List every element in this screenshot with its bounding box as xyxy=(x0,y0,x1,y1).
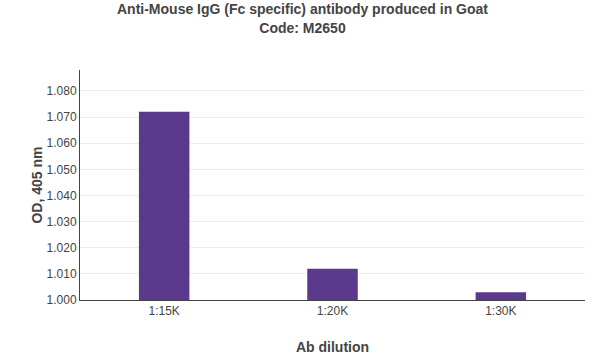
svg-text:1.030: 1.030 xyxy=(47,215,77,229)
svg-text:1.020: 1.020 xyxy=(47,241,77,255)
svg-text:1.040: 1.040 xyxy=(47,189,77,203)
svg-text:1:30K: 1:30K xyxy=(485,304,516,318)
svg-text:1:20K: 1:20K xyxy=(317,304,348,318)
svg-text:Anti-Mouse IgG (Fc specific) a: Anti-Mouse IgG (Fc specific) antibody pr… xyxy=(117,1,488,35)
svg-text:1.010: 1.010 xyxy=(47,267,77,281)
svg-text:1.070: 1.070 xyxy=(47,110,77,124)
svg-text:1.060: 1.060 xyxy=(47,136,77,150)
svg-text:OD, 405 nm: OD, 405 nm xyxy=(29,146,45,223)
svg-text:Ab dilution: Ab dilution xyxy=(296,339,369,355)
svg-text:1.050: 1.050 xyxy=(47,163,77,177)
svg-text:1.080: 1.080 xyxy=(47,84,77,98)
svg-text:1.000: 1.000 xyxy=(47,293,77,307)
svg-text:1:15K: 1:15K xyxy=(148,304,179,318)
